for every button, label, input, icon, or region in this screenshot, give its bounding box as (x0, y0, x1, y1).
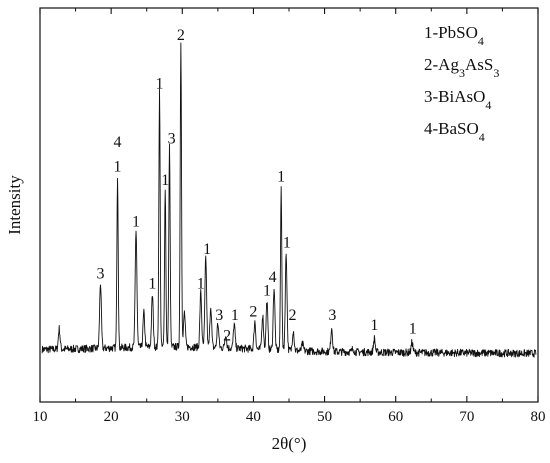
peak-annotation: 1 (370, 317, 378, 334)
peak-annotation: 3 (215, 307, 223, 324)
peak-annotation: 1 (409, 321, 417, 338)
peak-annotation: 3 (168, 131, 176, 148)
peak-annotation: 1 (114, 158, 122, 175)
y-axis-title: Intensity (5, 175, 24, 235)
peak-annotation: 1 (277, 169, 285, 186)
peak-annotation: 3 (328, 307, 336, 324)
legend-entry: 2-Ag3AsS3 (424, 55, 499, 80)
peak-annotation: 2 (177, 27, 185, 44)
x-tick-label: 20 (104, 409, 119, 425)
peak-annotation: 1 (197, 276, 205, 293)
peak-annotation: 4 (114, 134, 122, 151)
x-axis-title: 2θ(°) (272, 434, 307, 453)
peak-annotation: 1 (156, 75, 164, 92)
peak-annotation: 2 (289, 307, 297, 324)
diffraction-trace (41, 42, 537, 358)
x-tick-label: 30 (175, 409, 190, 425)
peak-annotation: 1 (283, 234, 291, 251)
legend-entry: 3-BiAsO4 (424, 87, 491, 112)
peak-annotation: 4 (269, 269, 277, 286)
legend: 1-PbSO4 2-Ag3AsS3 3-BiAsO4 4-BaSO4 (424, 23, 499, 144)
peak-annotation: 3 (96, 265, 104, 282)
peak-annotation: 2 (223, 328, 231, 345)
peak-annotation: 1 (161, 172, 169, 189)
x-tick-label: 70 (459, 409, 474, 425)
peak-annotation: 1 (203, 241, 211, 258)
legend-entry: 4-BaSO4 (424, 119, 485, 144)
peak-annotation: 1 (132, 214, 140, 231)
peak-annotation: 1 (231, 307, 239, 324)
x-tick-label: 10 (33, 409, 48, 425)
x-tick-label: 40 (246, 409, 261, 425)
x-tick-label: 60 (388, 409, 403, 425)
x-axis-ticks: 10 20 30 40 50 60 70 80 (33, 8, 546, 425)
legend-entry: 1-PbSO4 (424, 23, 484, 48)
diffraction-trace-layer (41, 42, 537, 358)
peak-annotation: 1 (263, 283, 271, 300)
peak-annotation: 1 (148, 276, 156, 293)
x-tick-label: 80 (531, 409, 546, 425)
peak-annotation: 2 (249, 303, 257, 320)
x-tick-label: 50 (317, 409, 332, 425)
